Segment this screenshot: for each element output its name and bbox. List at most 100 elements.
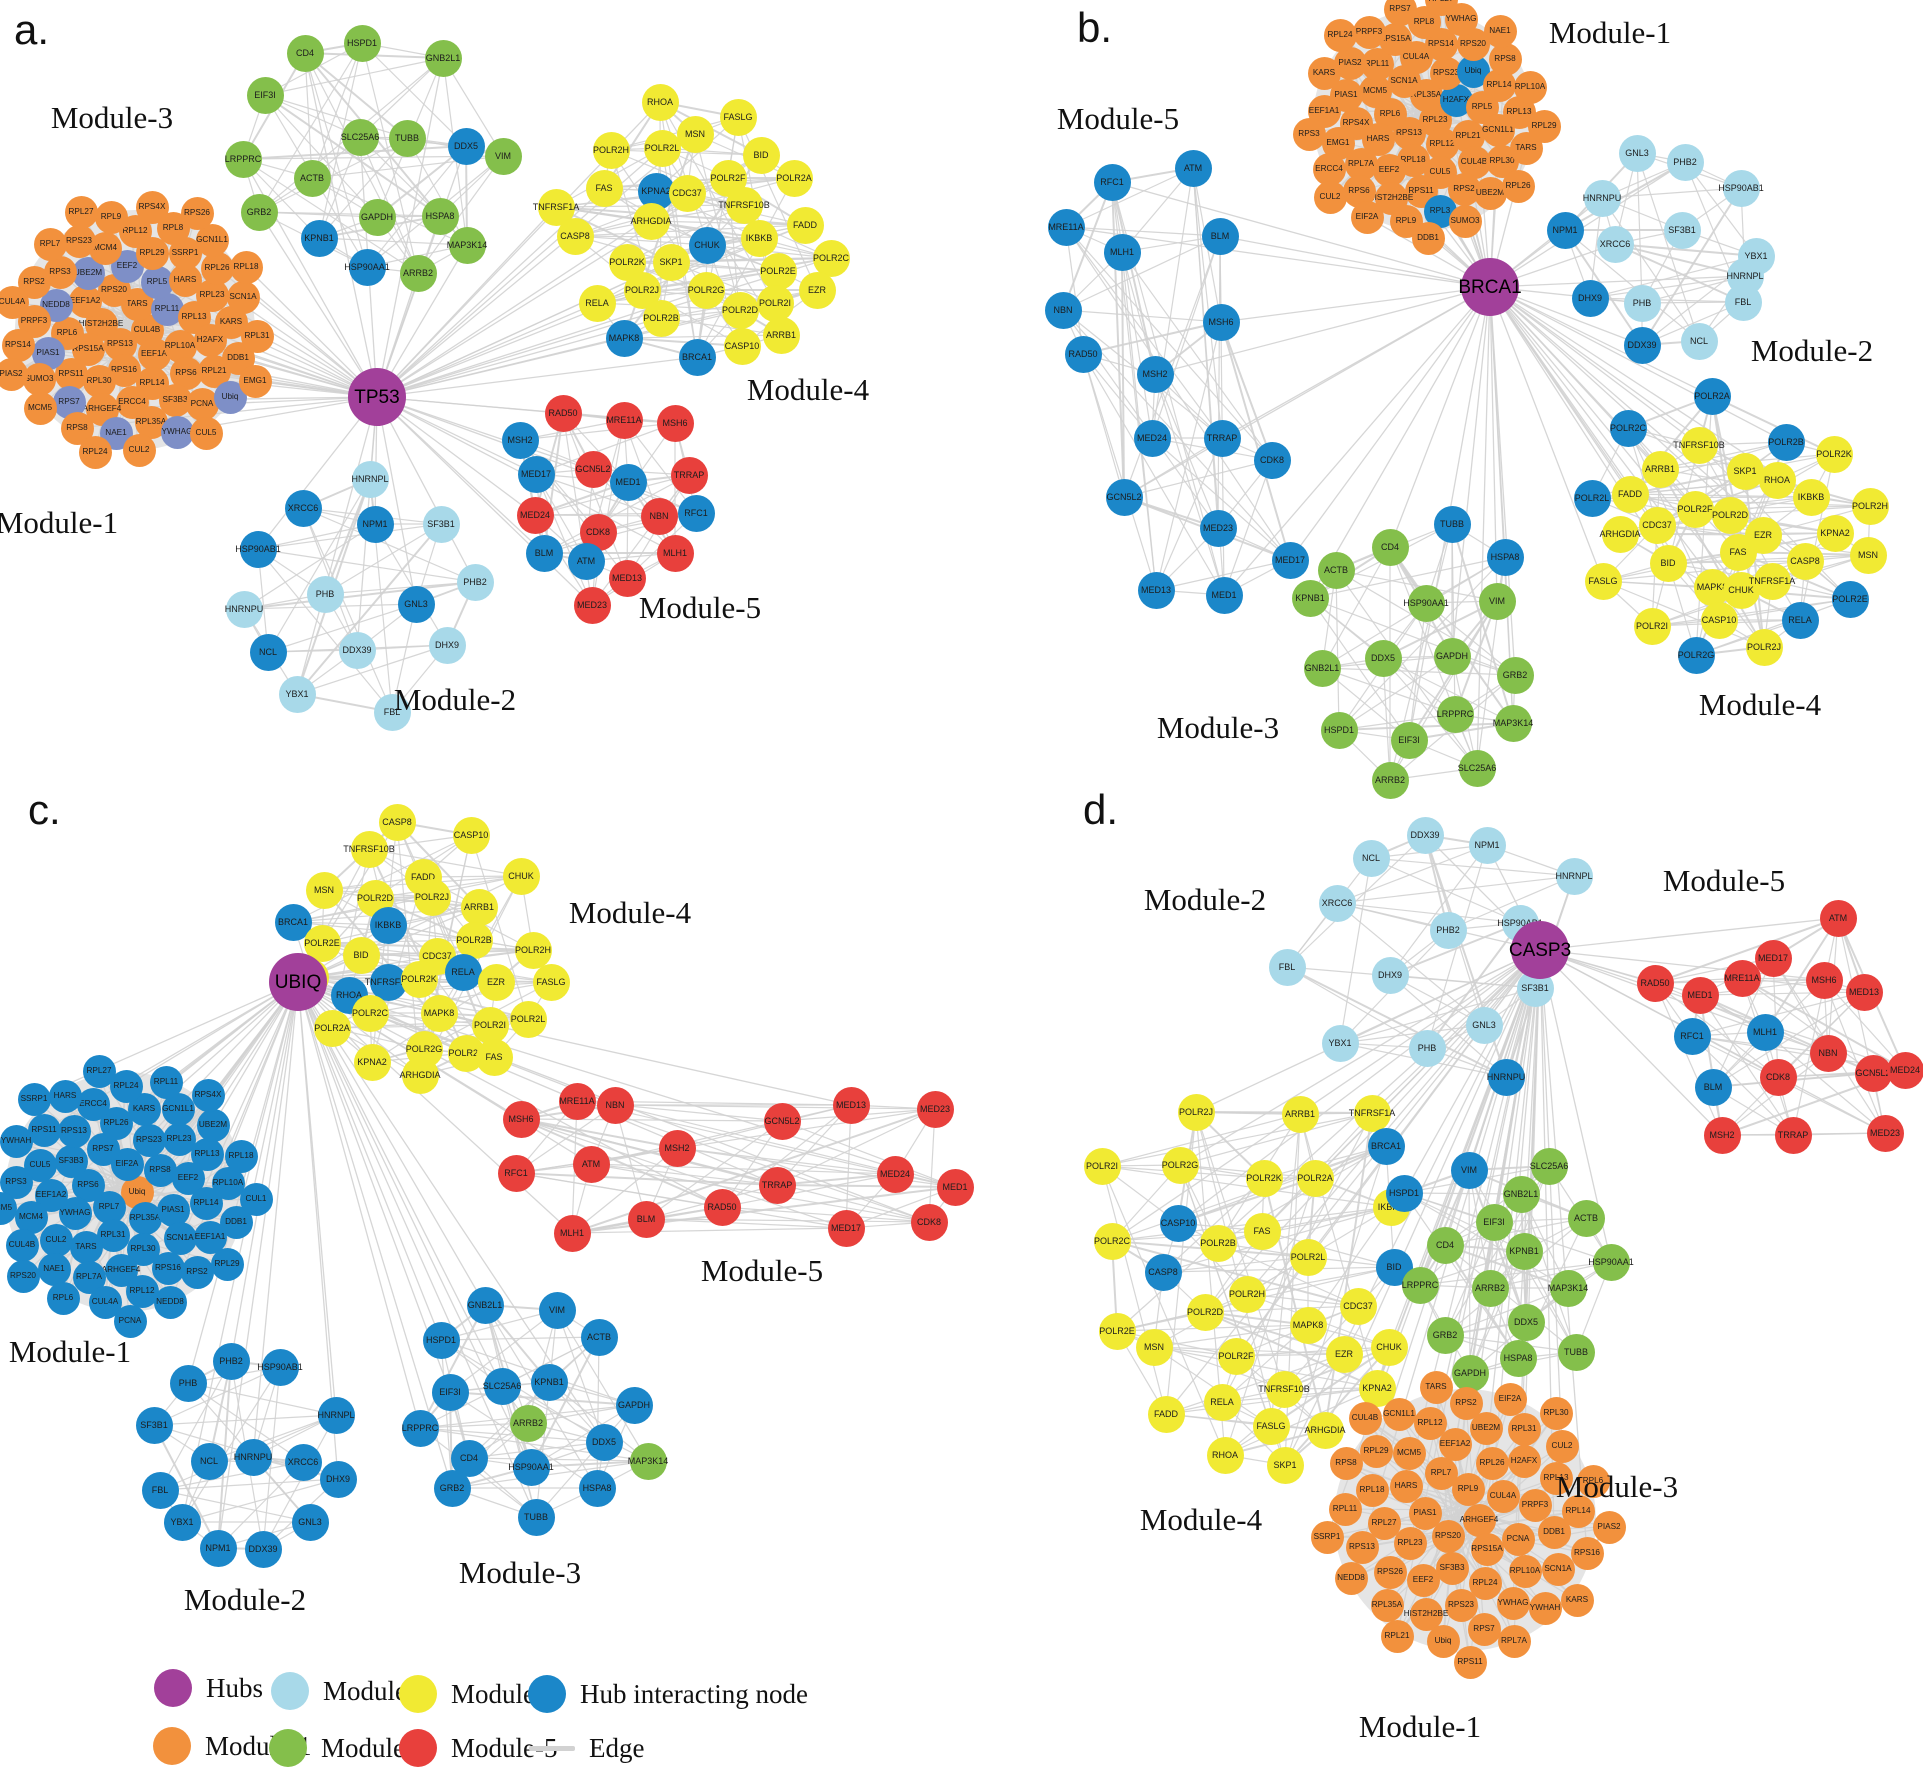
network-node-mre11a: MRE11A	[558, 1082, 596, 1120]
network-node-polr2g: POLR2G	[1161, 1146, 1199, 1184]
network-node-tubb: TUBB	[1433, 505, 1471, 543]
network-node-cul4b: CUL4B	[1348, 1401, 1382, 1435]
network-node-ddx39: DDX39	[1623, 326, 1661, 364]
network-node-rela: RELA	[1203, 1383, 1241, 1421]
network-node-ikbkb: IKBKB	[1792, 478, 1830, 516]
network-node-map3k14: MAP3K14	[1493, 704, 1533, 742]
network-node-rps7: RPS7	[1467, 1612, 1501, 1646]
network-node-nbn: NBN	[1044, 291, 1082, 329]
hub-node-brca1: BRCA1	[1458, 258, 1522, 316]
network-node-map3k14: MAP3K14	[628, 1442, 668, 1480]
network-node-casp10: CASP10	[1159, 1204, 1197, 1242]
network-node-rpl10a: RPL10A	[1513, 70, 1547, 104]
network-node-ncl: NCL	[1352, 839, 1390, 877]
network-node-eif3i: EIF3I	[246, 76, 284, 114]
network-node-rhoa: RHOA	[330, 976, 368, 1014]
network-node-polr2e: POLR2E	[1098, 1312, 1136, 1350]
network-node-rad50: RAD50	[703, 1188, 741, 1226]
network-node-med24: MED24	[1886, 1051, 1923, 1089]
network-node-cul2: CUL2	[1545, 1429, 1579, 1463]
network-node-hars: HARS	[48, 1079, 82, 1113]
network-node-phb: PHB	[1408, 1029, 1446, 1067]
network-node-npm1: NPM1	[1468, 826, 1506, 864]
legend-swatch-module2	[271, 1672, 309, 1710]
network-node-scn1a: SCN1A	[163, 1221, 197, 1255]
network-node-chuk: CHUK	[1722, 571, 1760, 609]
network-node-fbl: FBL	[1268, 948, 1306, 986]
network-node-rela: RELA	[444, 953, 482, 991]
network-node-gnl3: GNL3	[397, 585, 435, 623]
network-node-rpl11: RPL11	[1328, 1492, 1362, 1526]
network-node-med17: MED17	[517, 455, 555, 493]
network-node-polr2l: POLR2L	[1289, 1238, 1327, 1276]
network-node-med1: MED1	[609, 463, 647, 501]
network-node-nbn: NBN	[596, 1086, 634, 1124]
network-node-rps13: RPS13	[1345, 1530, 1379, 1564]
network-node-hsp90ab1: HSP90AB1	[257, 1348, 303, 1386]
network-node-bid: BID	[1649, 544, 1687, 582]
network-node-rpl23: RPL23	[1393, 1526, 1427, 1560]
network-node-ube2m: UBE2M	[196, 1108, 230, 1142]
network-node-phb2: PHB2	[1429, 911, 1467, 949]
network-node-msh2: MSH2	[658, 1129, 696, 1167]
network-node-trrap: TRRAP	[670, 456, 708, 494]
network-node-hsp90ab1: HSP90AB1	[1718, 169, 1764, 207]
network-node-rpl13: RPL13	[1539, 1461, 1573, 1495]
module-label-module-4: Module-4	[746, 372, 870, 407]
network-node-eef1a2: EEF1A2	[68, 284, 102, 318]
network-node-slc25a6: SLC25A6	[1458, 749, 1496, 787]
network-node-rpl29: RPL29	[210, 1247, 244, 1281]
network-node-rpl31: RPL31	[240, 319, 274, 353]
network-node-arhgdia: ARHGDIA	[631, 202, 672, 240]
network-node-rfc1: RFC1	[1093, 163, 1131, 201]
network-node-eif2a: EIF2A	[1350, 200, 1384, 234]
network-node-actb: ACTB	[580, 1318, 618, 1356]
network-node-cdk8: CDK8	[910, 1203, 948, 1241]
network-node-ddx5: DDX5	[1364, 639, 1402, 677]
network-node-blm: BLM	[1201, 217, 1239, 255]
network-node-cul4a: CUL4A	[1486, 1479, 1520, 1513]
network-node-lrpprc: LRPPRC	[1436, 695, 1474, 733]
network-node-rpl23: RPL23	[162, 1122, 196, 1156]
network-node-eif3i: EIF3I	[431, 1373, 469, 1411]
network-node-fbl: FBL	[141, 1471, 179, 1509]
network-node-polr2h: POLR2H	[1228, 1275, 1266, 1313]
network-node-ikbkb: IKBKB	[369, 906, 407, 944]
network-node-rpl24: RPL24	[1323, 18, 1357, 52]
network-node-trrap: TRRAP	[758, 1166, 796, 1204]
network-node-rpl18: RPL18	[229, 250, 263, 284]
network-node-cul4a: CUL4A	[0, 285, 29, 319]
network-node-tars: TARS	[69, 1230, 103, 1264]
network-node-rps4x: RPS4X	[135, 190, 169, 224]
network-node-rps3: RPS3	[1292, 117, 1326, 151]
network-node-msn: MSN	[305, 871, 343, 909]
network-node-trrap: TRRAP	[1774, 1116, 1812, 1154]
network-node-eef2: EEF2	[1406, 1563, 1440, 1597]
network-node-arhgdia: ARHGDIA	[1600, 515, 1641, 553]
module-label-module-2: Module-2	[183, 1582, 307, 1617]
network-node-mcm5: MCM5	[0, 1191, 17, 1225]
network-node-rfc1: RFC1	[677, 494, 715, 532]
network-node-grb2: GRB2	[433, 1469, 471, 1507]
network-node-casp10: CASP10	[452, 816, 490, 854]
network-node-ybx1: YBX1	[163, 1503, 201, 1541]
network-node-slc25a6: SLC25A6	[1530, 1147, 1568, 1185]
network-node-nae1: NAE1	[37, 1252, 71, 1286]
network-node-ywhah: YWHAH	[1528, 1591, 1562, 1625]
network-node-hspd1: HSPD1	[1320, 711, 1358, 749]
network-node-npm1: NPM1	[1546, 211, 1584, 249]
network-node-vim: VIM	[1478, 582, 1516, 620]
network-node-rela: RELA	[578, 284, 616, 322]
network-node-polr2a: POLR2A	[775, 159, 813, 197]
network-node-rpl26: RPL26	[1501, 169, 1535, 203]
network-node-med23: MED23	[1199, 509, 1237, 547]
legend-label: Edge	[589, 1733, 645, 1763]
network-node-rpl7a: RPL7A	[1497, 1624, 1531, 1658]
hub-node-casp3: CASP3	[1509, 921, 1571, 979]
module-label-module-3: Module-3	[50, 100, 174, 135]
network-node-fas: FAS	[1719, 533, 1757, 571]
network-node-polr2f: POLR2F	[1676, 490, 1714, 528]
network-node-eif2a: EIF2A	[1493, 1382, 1527, 1416]
network-node-lrpprc: LRPPRC	[224, 140, 262, 178]
